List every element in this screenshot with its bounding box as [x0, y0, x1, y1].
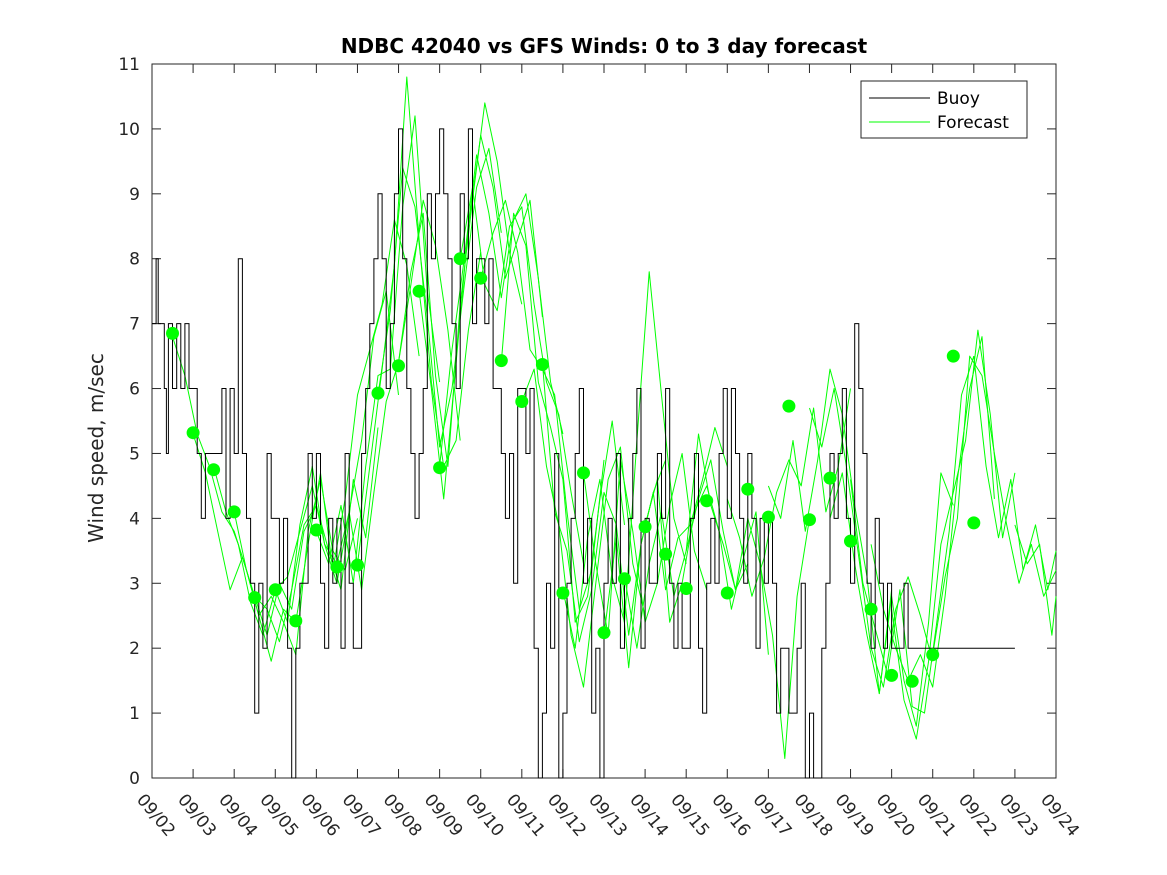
- forecast-marker: [638, 520, 652, 534]
- forecast-marker: [330, 560, 344, 574]
- forecast-marker: [474, 271, 488, 285]
- forecast-marker: [885, 668, 899, 682]
- legend: Buoy Forecast: [860, 80, 1028, 139]
- forecast-marker: [351, 558, 364, 572]
- y-tick-label: 6: [129, 380, 140, 400]
- legend-buoy-label: Buoy: [937, 89, 980, 109]
- forecast-series-line: [932, 355, 1057, 655]
- forecast-marker: [967, 516, 981, 530]
- forecast-marker: [535, 358, 549, 371]
- forecast-marker: [597, 626, 611, 640]
- forecast-series-line: [172, 336, 297, 662]
- forecast-series-line: [459, 186, 584, 564]
- y-tick-label: 2: [129, 639, 140, 659]
- forecast-marker: [720, 586, 734, 600]
- forecast-series-line: [973, 356, 1057, 591]
- forecast-marker: [289, 614, 303, 628]
- y-tick-label: 4: [129, 509, 140, 529]
- forecast-marker: [659, 547, 673, 561]
- forecast-marker: [309, 523, 323, 537]
- forecast-marker: [946, 349, 960, 363]
- forecast-marker: [556, 586, 570, 600]
- chart-title: NDBC 42040 vs GFS Winds: 0 to 3 day fore…: [341, 34, 868, 58]
- series-layer: [152, 76, 1057, 779]
- y-tick-label: 0: [129, 769, 140, 789]
- forecast-marker: [618, 572, 631, 586]
- y-tick-label: 1: [129, 704, 140, 724]
- forecast-marker: [268, 583, 282, 597]
- y-tick-label: 8: [129, 250, 140, 270]
- forecast-marker: [494, 354, 508, 368]
- legend-box: [860, 80, 1028, 139]
- y-tick-labels: 0 1 2 3 4 5 6 7 8 9 10 11: [118, 55, 140, 789]
- y-tick-label: 9: [129, 185, 140, 205]
- forecast-marker: [700, 494, 714, 508]
- forecast-series-line: [500, 212, 625, 623]
- forecast-marker: [782, 399, 796, 413]
- forecast-marker: [433, 461, 447, 475]
- forecast-marker: [412, 284, 426, 298]
- y-tick-label: 11: [118, 55, 140, 75]
- forecast-marker: [453, 252, 467, 266]
- forecast-marker: [905, 674, 919, 688]
- legend-forecast-label: Forecast: [937, 113, 1009, 133]
- forecast-marker: [741, 482, 755, 496]
- buoy-series-line: [152, 128, 1015, 779]
- forecast-marker: [186, 426, 200, 440]
- forecast-series-line: [1014, 524, 1057, 636]
- forecast-marker: [926, 648, 940, 662]
- forecast-marker: [679, 582, 693, 595]
- forecast-marker: [761, 510, 775, 524]
- forecast-marker: [823, 471, 837, 485]
- axis-ticks: [151, 63, 1057, 779]
- forecast-marker: [371, 386, 385, 400]
- forecast-marker: [166, 326, 179, 340]
- y-tick-label: 7: [129, 315, 140, 335]
- forecast-marker: [248, 591, 262, 605]
- forecast-marker: [227, 505, 241, 519]
- y-tick-label: 10: [118, 120, 140, 140]
- forecast-marker: [803, 513, 816, 527]
- forecast-marker: [515, 395, 529, 408]
- forecast-marker: [392, 359, 405, 373]
- forecast-marker: [577, 466, 590, 480]
- y-tick-label: 5: [129, 444, 140, 464]
- forecast-marker: [207, 463, 221, 477]
- forecast-marker: [844, 534, 857, 548]
- y-axis-label: Wind speed, m/sec: [84, 353, 108, 543]
- y-tick-label: 3: [129, 574, 140, 594]
- forecast-marker: [864, 602, 878, 616]
